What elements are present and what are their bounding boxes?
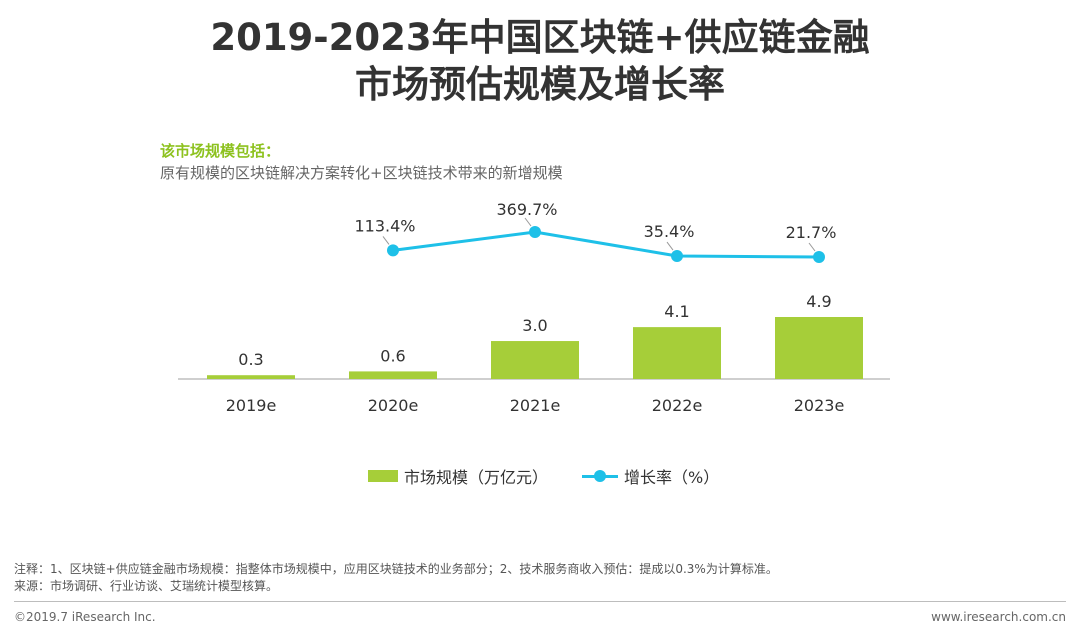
chart-title-line1: 2019-2023年中国区块链+供应链金融 — [210, 16, 870, 59]
bar-2023e — [775, 317, 863, 379]
growth-point-2022e — [671, 250, 683, 263]
bar-2021e — [491, 341, 579, 379]
growth-label-leader — [524, 217, 532, 227]
growth-value-label: 113.4% — [354, 216, 415, 235]
legend-bar-label: 市场规模（万亿元） — [404, 468, 549, 487]
source-text: 来源：市场调研、行业访谈、艾瑞统计模型核算。 — [14, 579, 279, 593]
legend-line-label: 增长率（%） — [624, 468, 720, 487]
growth-value-label: 35.4% — [644, 222, 695, 241]
bar-value-label: 0.6 — [380, 346, 405, 365]
x-tick-label: 2019e — [226, 396, 277, 415]
x-tick-label: 2023e — [794, 396, 845, 415]
scope-description: 原有规模的区块链解决方案转化+区块链技术带来的新增规模 — [160, 164, 563, 182]
x-tick-label: 2020e — [368, 396, 419, 415]
growth-label-leader — [666, 241, 674, 251]
website-link[interactable]: www.iresearch.com.cn — [931, 610, 1066, 624]
legend-bar-swatch — [368, 470, 398, 482]
bar-value-label: 3.0 — [522, 316, 547, 335]
growth-point-2021e — [529, 226, 541, 238]
combo-chart: 0.3 2019e 0.6 2020e 3.0 2021e 4.1 2022e 4.9 2023e… — [178, 200, 890, 415]
bar-value-label: 4.1 — [664, 302, 689, 321]
x-tick-label: 2022e — [652, 396, 703, 415]
bar-2019e — [207, 375, 295, 379]
growth-value-label: 21.7% — [786, 223, 837, 242]
bar-2022e — [633, 327, 721, 379]
growth-point-2020e — [387, 244, 399, 257]
footer-divider — [14, 601, 1066, 602]
legend-line-swatch — [582, 470, 619, 482]
chart-title: 2019-2023年中国区块链+供应链金融 市场预估规模及增长率 — [0, 14, 1080, 108]
chart-title-line2: 市场预估规模及增长率 — [355, 63, 725, 106]
x-tick-label: 2021e — [510, 396, 561, 415]
copyright-text: ©2019.7 iResearch Inc. — [14, 610, 156, 624]
bar-value-label: 0.3 — [238, 350, 263, 369]
bar-2020e — [349, 371, 437, 379]
bar-value-label: 4.9 — [806, 292, 831, 311]
growth-point-2023e — [813, 251, 825, 263]
note-text: 注释：1、区块链+供应链金融市场规模：指整体市场规模中，应用区块链技术的业务部分… — [14, 562, 778, 576]
growth-label-leader — [808, 242, 816, 252]
growth-label-leader — [382, 236, 390, 245]
growth-value-label: 369.7% — [496, 200, 557, 219]
growth-line — [392, 230, 820, 259]
scope-heading: 该市场规模包括： — [160, 142, 281, 160]
chart-legend: 市场规模（万亿元） 增长率（%） — [368, 464, 719, 488]
